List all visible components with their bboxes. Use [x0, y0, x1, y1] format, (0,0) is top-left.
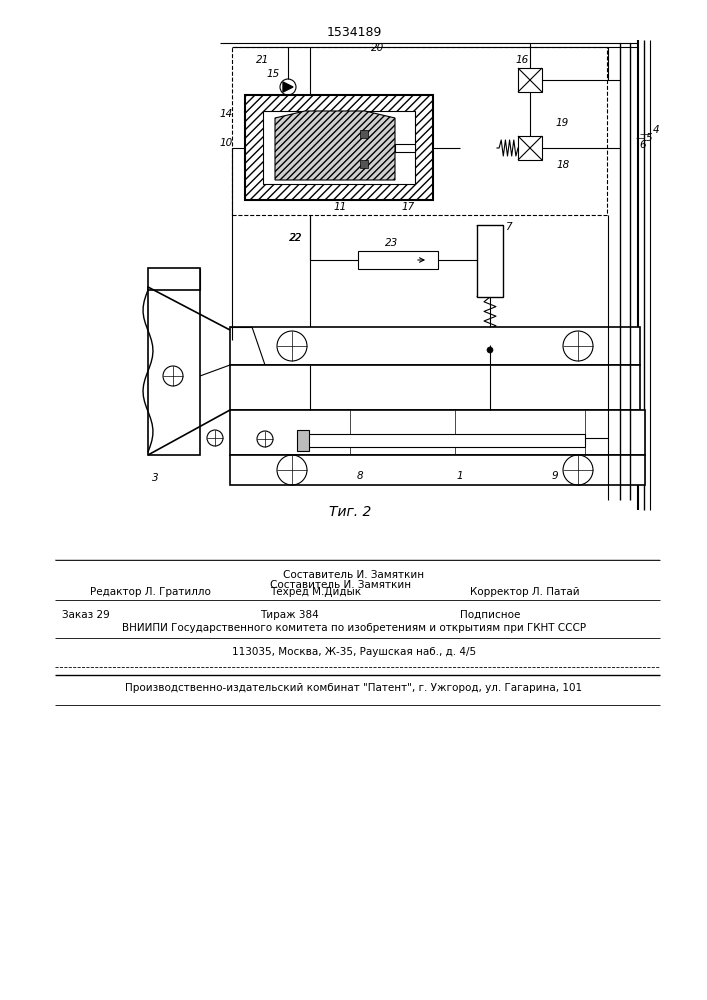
Text: 1534189: 1534189	[327, 26, 382, 39]
Text: 113035, Москва, Ж-35, Раушская наб., д. 4/5: 113035, Москва, Ж-35, Раушская наб., д. …	[232, 647, 476, 657]
Bar	[230, 410, 645, 455]
Bar	[297, 430, 309, 451]
Bar	[518, 136, 542, 160]
Text: 9: 9	[551, 471, 559, 481]
Bar	[300, 434, 585, 447]
Text: 8: 8	[357, 471, 363, 481]
Polygon shape	[283, 82, 293, 92]
Text: Составитель И. Замяткин: Составитель И. Замяткин	[270, 580, 411, 590]
Text: 10: 10	[219, 138, 233, 148]
Bar	[148, 268, 200, 290]
Bar	[360, 130, 368, 138]
Bar	[230, 327, 640, 365]
Text: 7: 7	[505, 222, 511, 232]
Text: 16: 16	[515, 55, 529, 65]
Bar	[263, 111, 415, 184]
Text: ВНИИПИ Государственного комитета по изобретениям и открытиям при ГКНТ СССР: ВНИИПИ Государственного комитета по изоб…	[122, 623, 586, 633]
Text: 11: 11	[334, 202, 346, 212]
Text: 21: 21	[257, 55, 269, 65]
Text: Тираж 384: Тираж 384	[260, 610, 319, 620]
Text: Корректор Л. Патай: Корректор Л. Патай	[470, 587, 580, 597]
Text: Редактор Л. Гратилло: Редактор Л. Гратилло	[90, 587, 211, 597]
Polygon shape	[275, 111, 395, 180]
Text: 5: 5	[645, 133, 653, 143]
Text: 22: 22	[289, 233, 303, 243]
Text: 19: 19	[556, 118, 568, 128]
Bar	[395, 144, 415, 152]
Text: 17: 17	[402, 202, 414, 212]
Bar	[230, 365, 640, 410]
Text: 20: 20	[371, 43, 385, 53]
Circle shape	[487, 347, 493, 353]
Bar	[232, 47, 607, 215]
Text: 3: 3	[152, 473, 158, 483]
Text: 1: 1	[457, 471, 463, 481]
Bar	[518, 68, 542, 92]
Text: Производственно-издательский комбинат "Патент", г. Ужгород, ул. Гагарина, 101: Производственно-издательский комбинат "П…	[125, 683, 583, 693]
Text: 15: 15	[267, 69, 280, 79]
Text: Заказ 29: Заказ 29	[62, 610, 110, 620]
Text: Составитель И. Замяткин: Составитель И. Замяткин	[284, 570, 425, 580]
Text: 4: 4	[653, 125, 660, 135]
Bar	[477, 225, 503, 297]
Text: 14: 14	[219, 109, 233, 119]
Text: 18: 18	[556, 160, 570, 170]
Text: 6: 6	[640, 140, 646, 150]
Bar	[148, 287, 200, 455]
Text: 2: 2	[527, 437, 533, 447]
Bar	[358, 251, 438, 269]
Text: 13: 13	[301, 158, 315, 168]
Text: Τиг. 2: Τиг. 2	[329, 505, 371, 519]
Bar	[230, 455, 645, 485]
Bar	[245, 95, 433, 200]
Text: 23: 23	[385, 238, 399, 248]
Text: Техред М.Дидык: Техред М.Дидык	[270, 587, 361, 597]
Text: Подписное: Подписное	[460, 610, 520, 620]
Text: 22: 22	[290, 233, 303, 243]
Text: 12: 12	[303, 137, 317, 147]
Bar	[360, 160, 368, 168]
